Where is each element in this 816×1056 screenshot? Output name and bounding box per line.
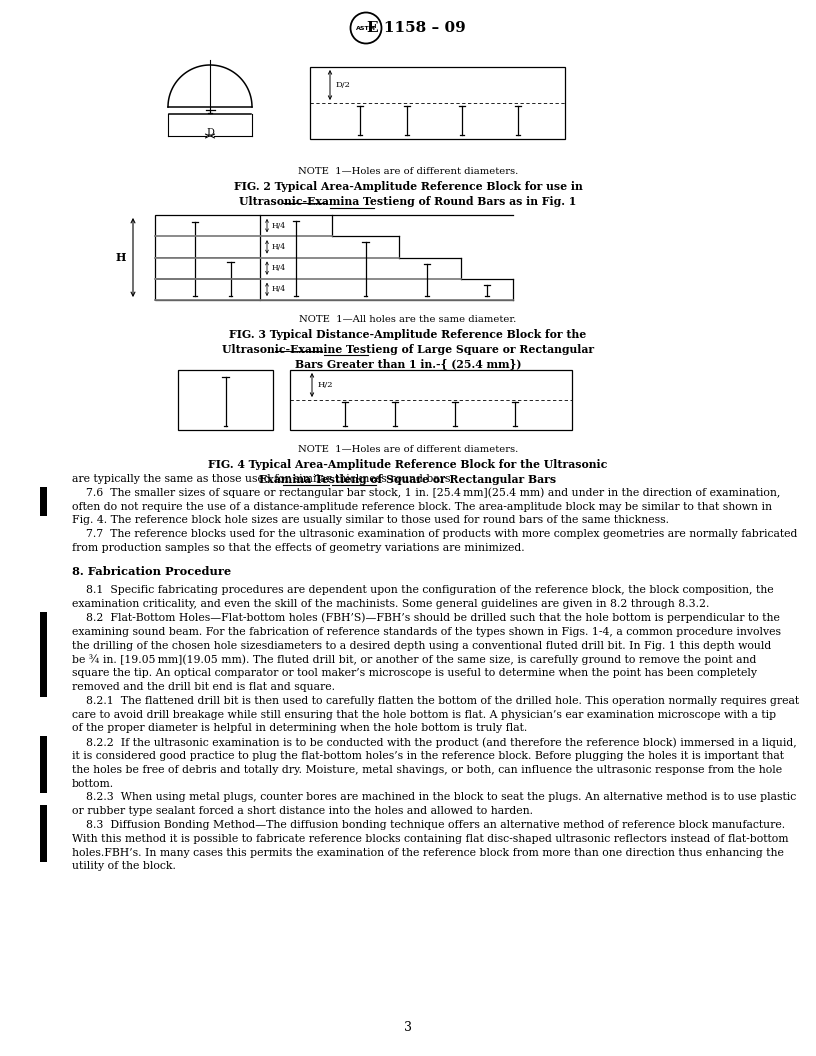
Text: often do not require the use of a distance-amplitude reference block. The area-a: often do not require the use of a distan… — [72, 502, 772, 511]
Text: FIG. 4 Typical Area-Amplitude Reference Block for the Ultrasonic: FIG. 4 Typical Area-Amplitude Reference … — [208, 459, 608, 471]
Bar — [40, 805, 47, 863]
Text: it is considered good practice to plug the flat-bottom holes’s in the reference : it is considered good practice to plug t… — [72, 751, 784, 761]
Text: the holes be free of debris and totally dry. Moisture, metal shavings, or both, : the holes be free of debris and totally … — [72, 765, 782, 775]
Text: the drilling of the chosen hole sizesdiameters to a desired depth using a conven: the drilling of the chosen hole sizesdia… — [72, 641, 771, 650]
Text: Examina Testieng of Square or Rectangular Bars: Examina Testieng of Square or Rectangula… — [259, 474, 557, 485]
Text: 3: 3 — [404, 1021, 412, 1034]
Text: holes.FBH’s. In many cases this permits the examination of the reference block f: holes.FBH’s. In many cases this permits … — [72, 848, 784, 857]
Text: removed and the drill bit end is flat and square.: removed and the drill bit end is flat an… — [72, 682, 335, 692]
Text: H/4: H/4 — [272, 243, 286, 251]
Text: 7.7  The reference blocks used for the ultrasonic examination of products with m: 7.7 The reference blocks used for the ul… — [72, 529, 797, 540]
Text: D/2: D/2 — [336, 81, 351, 89]
Text: 8.3  Diffusion Bonding Method—The diffusion bonding technique offers an alternat: 8.3 Diffusion Bonding Method—The diffusi… — [72, 819, 785, 830]
Text: H/4: H/4 — [272, 264, 286, 272]
Bar — [40, 736, 47, 793]
Text: H/2: H/2 — [318, 381, 334, 389]
Text: bottom.: bottom. — [72, 778, 114, 789]
Bar — [178, 370, 273, 430]
Text: 8.1  Specific fabricating procedures are dependent upon the configuration of the: 8.1 Specific fabricating procedures are … — [72, 585, 774, 596]
Text: utility of the block.: utility of the block. — [72, 862, 176, 871]
Text: NOTE  1—Holes are of different diameters.: NOTE 1—Holes are of different diameters. — [298, 445, 518, 454]
Text: H/4: H/4 — [272, 285, 286, 294]
Text: H: H — [116, 252, 126, 263]
Text: examination criticality, and even the skill of the machinists. Some general guid: examination criticality, and even the sk… — [72, 599, 709, 609]
Text: 8.2.3  When using metal plugs, counter bores are machined in the block to seat t: 8.2.3 When using metal plugs, counter bo… — [72, 792, 796, 803]
Text: 8. Fabrication Procedure: 8. Fabrication Procedure — [72, 566, 231, 577]
Bar — [155, 257, 260, 259]
Text: Ultrasonic-Examina Testieng of Round Bars as in Fig. 1: Ultrasonic-Examina Testieng of Round Bar… — [239, 196, 577, 207]
Bar — [40, 487, 47, 516]
Text: from production samples so that the effects of geometry variations are minimized: from production samples so that the effe… — [72, 543, 525, 553]
Text: Ultrasonic-Examine Testieng of Large Square or Rectangular: Ultrasonic-Examine Testieng of Large Squ… — [222, 344, 594, 355]
Text: NOTE  1—All holes are the same diameter.: NOTE 1—All holes are the same diameter. — [299, 315, 517, 324]
Text: With this method it is possible to fabricate reference blocks containing flat di: With this method it is possible to fabri… — [72, 833, 788, 844]
Text: square the tip. An optical comparator or tool maker’s microscope is useful to de: square the tip. An optical comparator or… — [72, 668, 757, 678]
Bar — [155, 215, 260, 300]
Bar — [155, 279, 260, 280]
Text: Bars Greater than 1 in.-{ (25.4 mm}): Bars Greater than 1 in.-{ (25.4 mm}) — [295, 358, 521, 370]
Text: be ¾ in. [19.05 mm](19.05 mm). The fluted drill bit, or another of the same size: be ¾ in. [19.05 mm](19.05 mm). The flute… — [72, 655, 756, 665]
Text: D: D — [206, 128, 214, 137]
Text: or rubber type sealant forced a short distance into the holes and allowed to har: or rubber type sealant forced a short di… — [72, 806, 533, 816]
Text: H/4: H/4 — [272, 222, 286, 229]
Text: ASTM: ASTM — [356, 25, 376, 31]
Text: care to avoid drill breakage while still ensuring that the hole bottom is flat. : care to avoid drill breakage while still… — [72, 710, 776, 719]
Text: 8.2  Flat-Bottom Holes—Flat-bottom holes (FBH’S)—FBH’s should be drilled such th: 8.2 Flat-Bottom Holes—Flat-bottom holes … — [72, 612, 780, 623]
Text: NOTE  1—Holes are of different diameters.: NOTE 1—Holes are of different diameters. — [298, 167, 518, 176]
Text: 7.6  The smaller sizes of square or rectangular bar stock, 1 in. [25.4 mm](25.4 : 7.6 The smaller sizes of square or recta… — [72, 488, 780, 498]
Text: examining sound beam. For the fabrication of reference standards of the types sh: examining sound beam. For the fabricatio… — [72, 626, 781, 637]
Bar — [40, 611, 47, 697]
Text: FIG. 3 Typical Distance-Amplitude Reference Block for the: FIG. 3 Typical Distance-Amplitude Refere… — [229, 329, 587, 340]
Text: 8.2.1  The flattened drill bit is then used to carefully flatten the bottom of t: 8.2.1 The flattened drill bit is then us… — [72, 696, 799, 705]
Bar — [310, 67, 565, 139]
Text: FIG. 2 Typical Area-Amplitude Reference Block for use in: FIG. 2 Typical Area-Amplitude Reference … — [233, 182, 583, 192]
Text: of the proper diameter is helpful in determining when the hole bottom is truly f: of the proper diameter is helpful in det… — [72, 723, 527, 733]
Text: Fig. 4. The reference block hole sizes are usually similar to those used for rou: Fig. 4. The reference block hole sizes a… — [72, 515, 669, 526]
Text: E 1158 – 09: E 1158 – 09 — [366, 21, 465, 35]
Text: are typically the same as those used for similar thickness round bars.: are typically the same as those used for… — [72, 474, 454, 484]
Bar — [290, 370, 572, 430]
Text: 8.2.2  If the ultrasonic examination is to be conducted with the product (and th: 8.2.2 If the ultrasonic examination is t… — [72, 737, 796, 748]
